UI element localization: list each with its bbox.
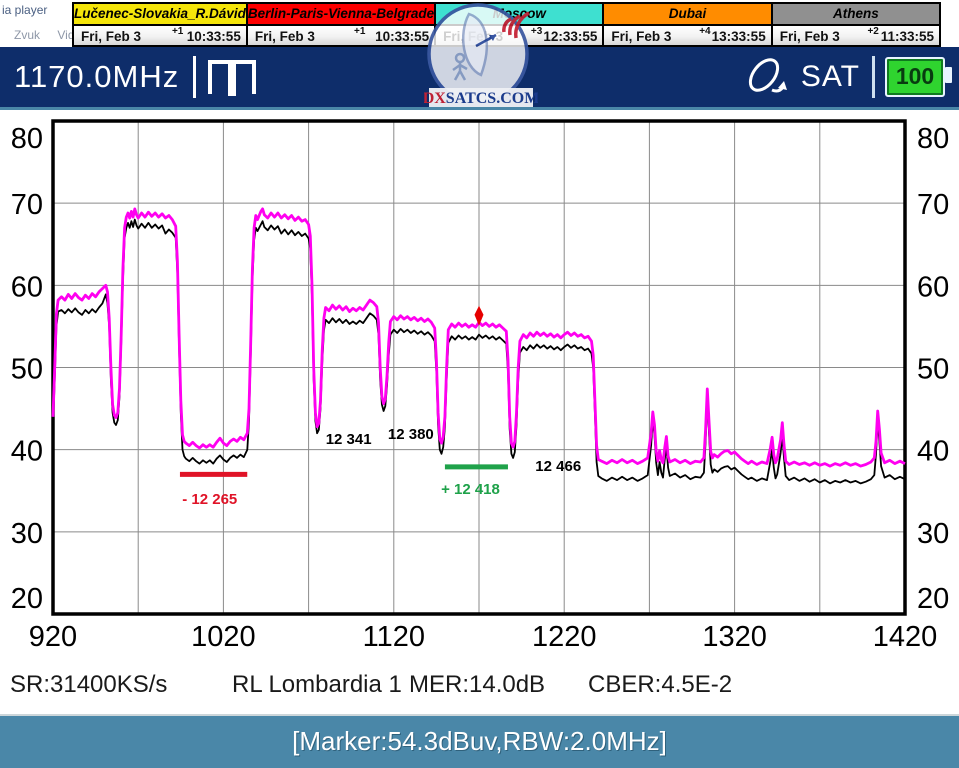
dxsatcs-logo: DXSATCS.COM xyxy=(424,3,538,107)
clock-city-label: Dubai xyxy=(604,4,771,26)
marker-diamond-icon xyxy=(474,305,484,326)
x-tick-label: 1020 xyxy=(191,621,256,653)
clock-time: 12:33:55 xyxy=(543,29,598,44)
clock-time: 11:33:55 xyxy=(880,29,934,44)
transponder-frequency-label: 12 466 xyxy=(535,458,581,475)
clock-time-row: Fri, Feb 3 +1 10:33:55 xyxy=(74,26,246,45)
logo-text-dx: DX xyxy=(424,90,446,107)
window-title: ia player xyxy=(2,3,48,17)
clock-panel-athens: Athens Fri, Feb 3 +2 11:33:55 xyxy=(770,2,941,47)
symbol-rate-readout: SR:31400KS/s xyxy=(10,671,168,698)
menu-bar: Zvuk Vid xyxy=(0,28,75,42)
clock-panel-dubai: Dubai Fri, Feb 3 +4 13:33:55 xyxy=(602,2,773,47)
x-tick-label: 1420 xyxy=(873,621,938,653)
clock-utc-offset: +4 xyxy=(699,26,711,37)
clock-date: Fri, Feb 3 xyxy=(81,29,142,44)
clock-panel-lucenec: Lučenec-Slovakia_R.Dávid Fri, Feb 3 +1 1… xyxy=(72,2,248,47)
y-tick-label-left: 60 xyxy=(11,271,43,303)
y-tick-label-left: 20 xyxy=(11,583,43,615)
clock-time-row: Fri, Feb 3 +2 11:33:55 xyxy=(772,26,939,45)
channel-name: RL Lombardia 1 xyxy=(232,671,402,698)
satellite-dish-icon xyxy=(748,58,787,93)
cber-readout: CBER:4.5E-2 xyxy=(588,671,733,698)
y-tick-label-left: 70 xyxy=(11,189,43,221)
clock-time-row: Fri, Feb 3 +1 10:33:55 xyxy=(247,26,435,45)
center-frequency-readout: 1170.0MHz xyxy=(14,59,180,94)
clock-date: Fri, Feb 3 xyxy=(254,29,315,44)
y-tick-label-right: 70 xyxy=(917,189,949,221)
clock-time: 10:33:55 xyxy=(186,29,241,44)
y-tick-label-left: 30 xyxy=(11,518,43,550)
x-tick-label: 1220 xyxy=(532,621,597,653)
clock-time: 13:33:55 xyxy=(711,29,766,44)
y-tick-label-left: 80 xyxy=(11,123,43,155)
divider xyxy=(193,56,197,98)
max-hold-trace xyxy=(51,207,906,468)
clock-utc-offset: +1 xyxy=(354,26,366,37)
x-tick-label: 920 xyxy=(29,621,77,653)
square-wave-icon xyxy=(208,60,257,96)
frequency-marker-label: - 12 265 xyxy=(182,491,237,508)
clock-date: Fri, Feb 3 xyxy=(779,29,840,44)
clock-utc-offset: +2 xyxy=(867,26,879,37)
clock-time: 10:33:55 xyxy=(375,29,430,44)
transponder-frequency-label: 12 380 xyxy=(388,426,434,443)
frequency-marker-label: + 12 418 xyxy=(441,481,500,498)
x-tick-label: 1320 xyxy=(702,621,767,653)
y-tick-label-right: 80 xyxy=(917,123,949,155)
menu-item-zvuk[interactable]: Zvuk xyxy=(14,28,41,42)
svg-text:DXSATCS.COM: DXSATCS.COM xyxy=(424,90,538,107)
clock-utc-offset: +3 xyxy=(530,26,543,37)
clock-time-row: Fri, Feb 3 +4 13:33:55 xyxy=(604,26,771,45)
y-tick-label-right: 50 xyxy=(917,354,949,386)
marker-readout-bar: [Marker:54.3dBuv,RBW:2.0MHz] xyxy=(0,714,959,768)
plot-border xyxy=(51,119,907,616)
divider xyxy=(872,56,875,98)
y-tick-label-right: 60 xyxy=(917,271,949,303)
y-tick-label-right: 40 xyxy=(917,436,949,468)
battery-icon: 100 xyxy=(885,57,952,97)
clock-date: Fri, Feb 3 xyxy=(611,29,672,44)
y-tick-label-right: 20 xyxy=(917,583,949,615)
y-tick-label-left: 50 xyxy=(11,354,43,386)
world-clock-bar: Lučenec-Slovakia_R.Dávid Fri, Feb 3 +1 1… xyxy=(72,2,941,47)
transponder-frequency-label: 12 341 xyxy=(326,431,372,448)
menu-item-vid[interactable]: Vid xyxy=(57,28,75,42)
y-tick-label-left: 40 xyxy=(11,436,43,468)
x-tick-label: 1120 xyxy=(363,621,425,653)
clock-city-label: Berlin-Paris-Vienna-Belgrade xyxy=(247,4,435,26)
sat-mode-label: SAT xyxy=(800,60,860,93)
clock-panel-berlin: Berlin-Paris-Vienna-Belgrade Fri, Feb 3 … xyxy=(245,2,437,47)
y-tick-label-right: 30 xyxy=(917,518,949,550)
mer-readout: MER:14.0dB xyxy=(409,671,546,698)
clock-utc-offset: +1 xyxy=(171,26,184,37)
marker-readout-text: [Marker:54.3dBuv,RBW:2.0MHz] xyxy=(292,726,667,756)
clock-city-label: Lučenec-Slovakia_R.Dávid xyxy=(74,4,246,26)
clock-city-label: Athens xyxy=(772,4,939,26)
logo-text-rest: SATCS.COM xyxy=(446,90,538,107)
